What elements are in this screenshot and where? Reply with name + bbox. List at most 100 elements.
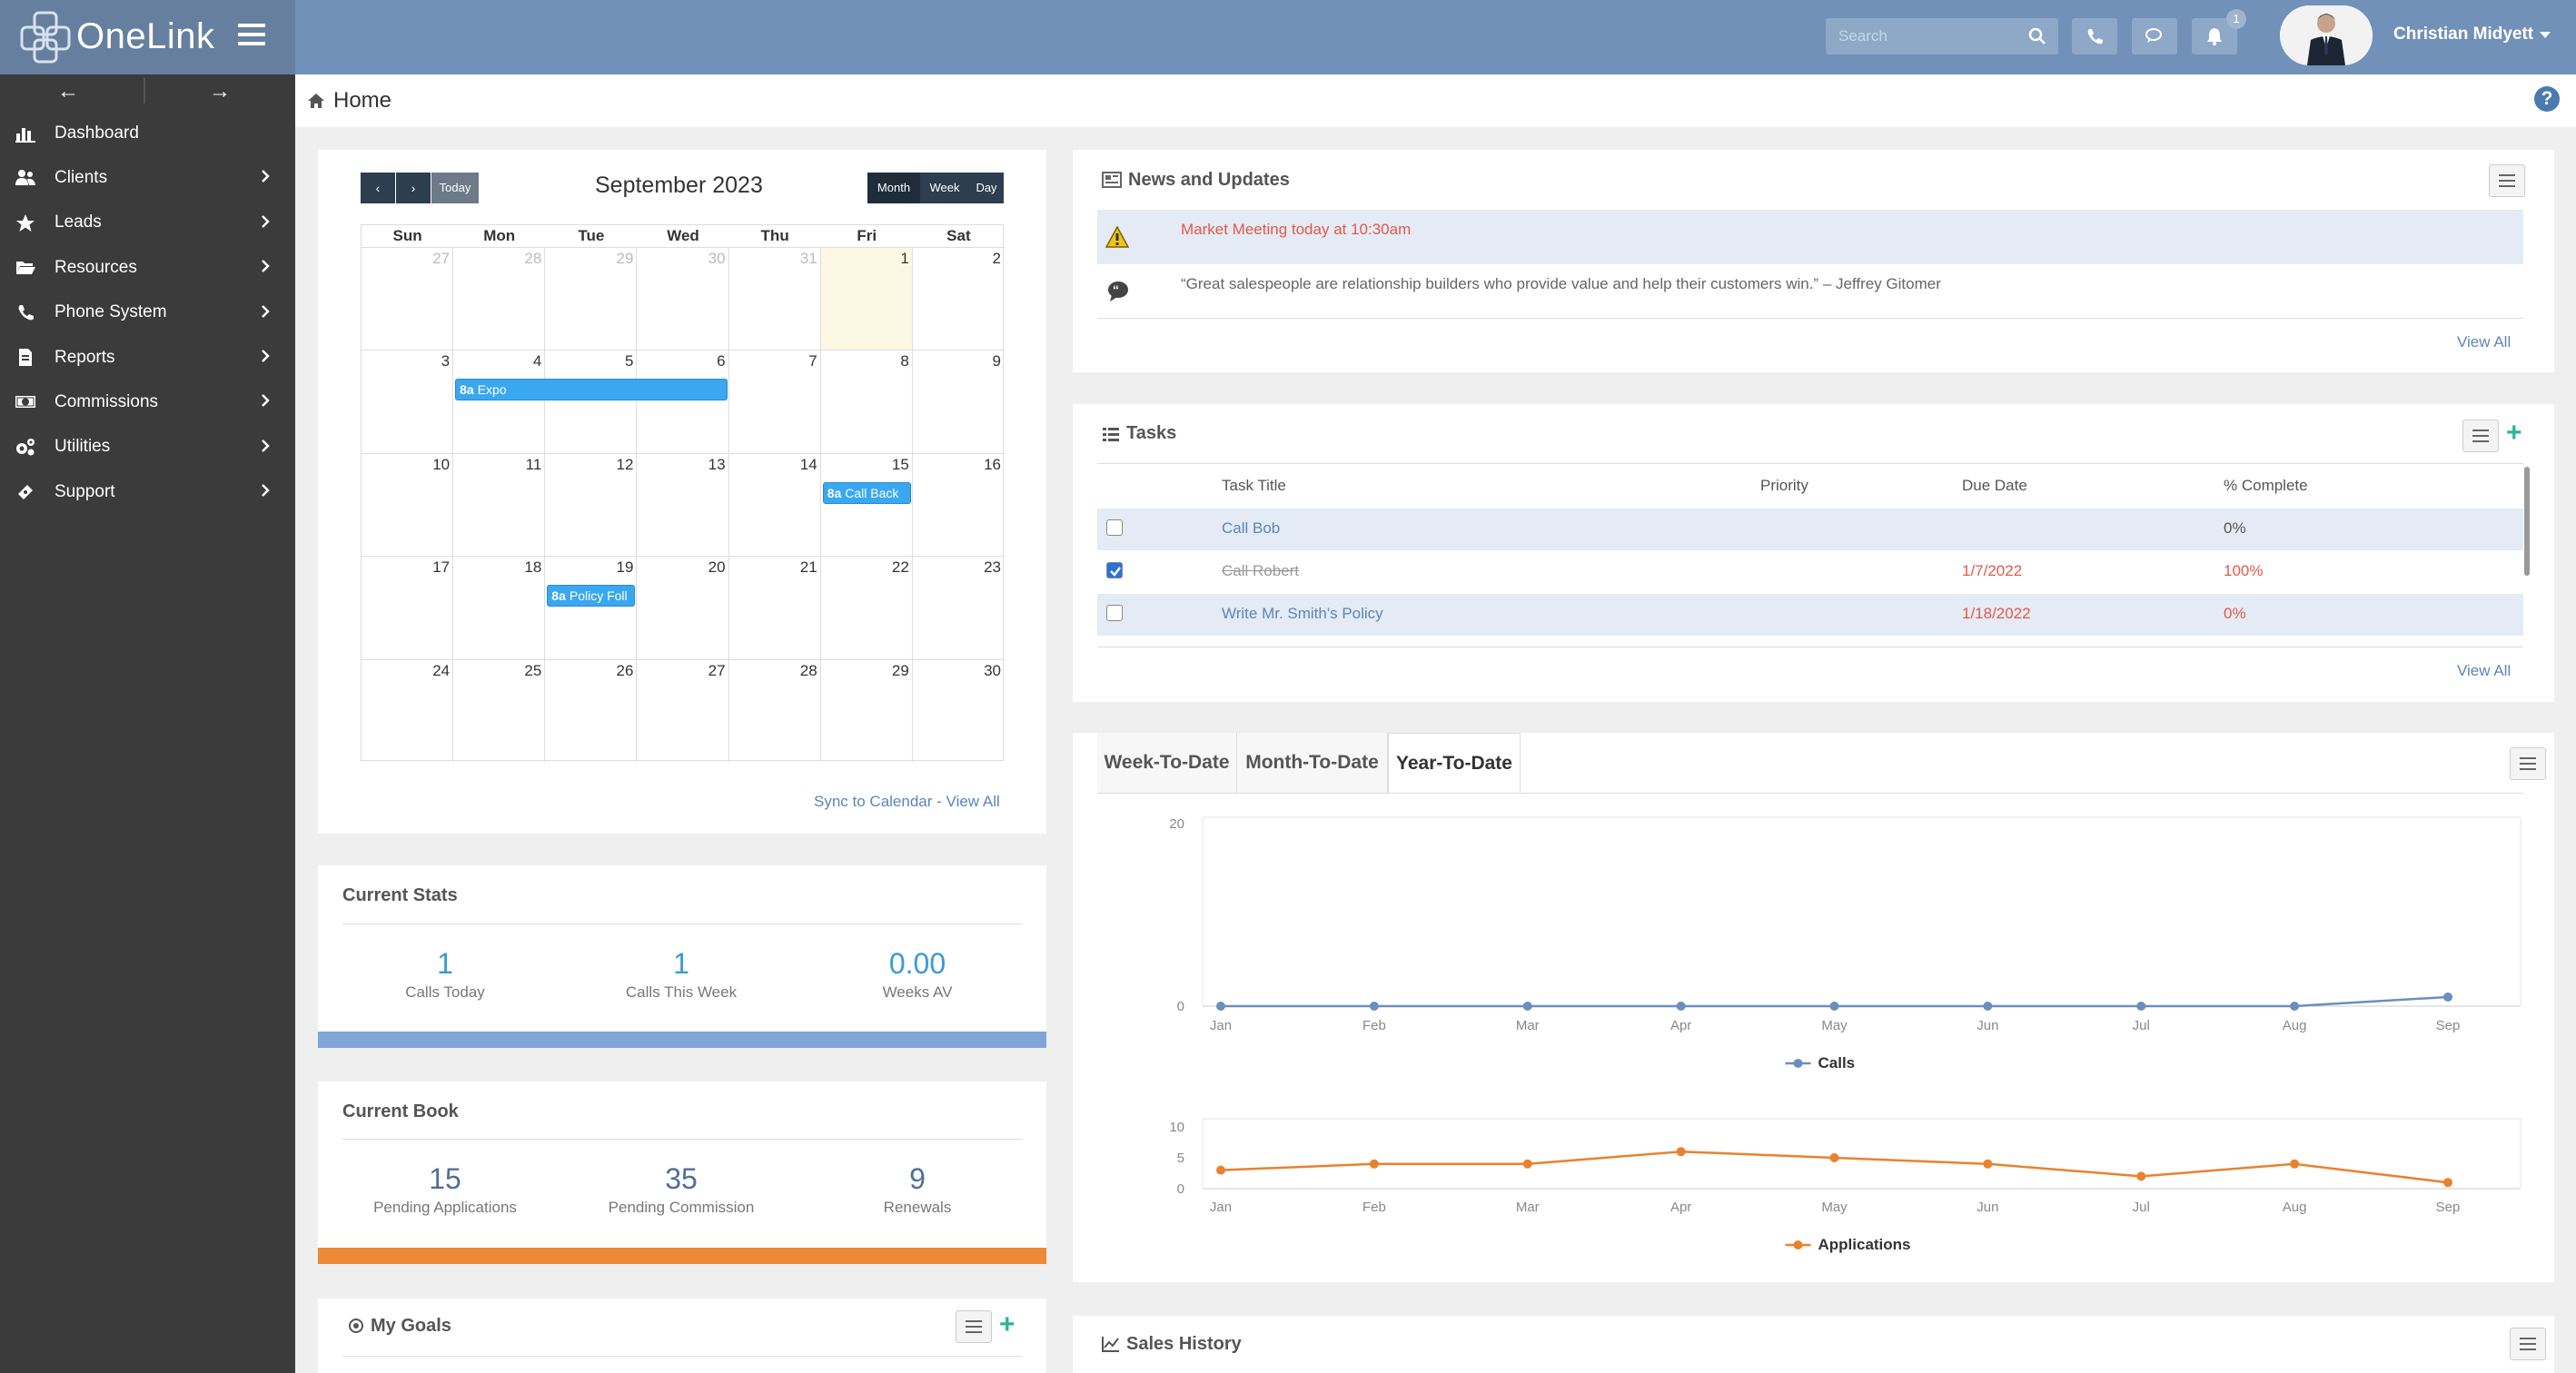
hamburger-menu-icon[interactable] [238,24,265,51]
table-row[interactable]: Call Bob 0% [1097,509,2523,550]
task-title-link[interactable]: Call Robert [1222,562,1300,579]
calendar-day-cell[interactable]: 24 [361,658,454,762]
data-point[interactable] [1522,1159,1532,1169]
data-point[interactable] [2443,1178,2452,1188]
chevron-right-icon[interactable] [260,259,271,273]
performance-menu-button[interactable] [2510,747,2546,780]
avatar[interactable] [2280,5,2373,65]
task-title-link[interactable]: Call Bob [1222,519,1281,537]
calendar-day-cell[interactable]: 22 [819,556,913,659]
calendar-day-cell[interactable]: 20 [636,556,729,659]
news-item[interactable]: Market Meeting today at 10:30am [1097,210,2523,264]
calendar-event[interactable]: 8a Expo [455,379,728,401]
data-point[interactable] [1676,1147,1686,1157]
data-point[interactable] [1829,1002,1839,1011]
calendar-day-cell[interactable]: 7 [728,350,821,453]
calendar-day-cell[interactable]: 17 [361,556,454,659]
sales-history-menu-button[interactable] [2510,1328,2546,1360]
calendar-day-cell[interactable]: 15 [819,452,913,557]
calendar-day-cell[interactable]: 9 [911,350,1005,453]
data-point[interactable] [1369,1159,1379,1169]
calendar-event[interactable]: 8a Call Back [822,481,911,504]
calendar-day-cell[interactable]: 12 [544,452,638,557]
chevron-right-icon[interactable] [260,214,271,229]
data-point[interactable] [1829,1153,1839,1162]
tab-year-to-date[interactable]: Year-To-Date [1388,733,1521,794]
chevron-right-icon[interactable] [260,393,271,408]
calendar-day-cell[interactable]: 21 [728,556,821,659]
back-arrow-icon[interactable]: ← [57,79,79,104]
data-point[interactable] [2136,1002,2146,1011]
data-point[interactable] [2290,1002,2300,1011]
view-month-button[interactable]: Month [867,173,920,203]
task-checkbox[interactable] [1106,562,1123,578]
task-column-header[interactable]: % Complete [2224,477,2308,494]
data-point[interactable] [1216,1002,1225,1011]
data-point[interactable] [2443,992,2452,1002]
calendar-day-cell[interactable]: 6 [636,350,729,453]
goals-menu-button[interactable] [956,1310,992,1343]
data-point[interactable] [1369,1002,1379,1011]
calendar-day-cell[interactable]: 31 [728,247,821,351]
data-point[interactable] [2290,1159,2300,1169]
table-row[interactable]: Call Robert 1/7/2022 100% [1097,551,2523,593]
calendar-day-cell[interactable]: 19 [544,556,638,659]
news-view-all-link[interactable]: View All [2457,333,2512,351]
calendar-day-cell[interactable]: 29 [544,247,638,351]
calendar-day-cell[interactable]: 25 [452,658,546,762]
sidebar-item-phone-system[interactable]: Phone System [0,291,295,335]
chevron-right-icon[interactable] [260,304,271,319]
tab-week-to-date[interactable]: Week-To-Date [1097,733,1237,793]
prev-month-button[interactable]: ‹ [361,173,395,203]
calendar-day-cell[interactable]: 26 [544,658,638,762]
view-day-button[interactable]: Day [969,173,1004,203]
chevron-right-icon[interactable] [260,349,271,363]
sidebar-item-reports[interactable]: Reports [0,335,295,380]
calendar-day-cell[interactable]: 14 [728,452,821,557]
view-week-button[interactable]: Week [920,173,969,203]
onelink-logo-icon[interactable] [20,11,73,64]
sidebar-item-clients[interactable]: Clients [0,155,295,200]
tasks-scrollbar[interactable] [2524,467,2530,576]
sidebar-item-support[interactable]: Support [0,469,295,514]
news-menu-button[interactable] [2489,164,2525,197]
legend-label[interactable]: Applications [1818,1236,1911,1253]
calendar-event[interactable]: 8a Policy Foll [547,585,636,607]
calendar-day-cell[interactable]: 28 [452,247,546,351]
calendar-day-cell[interactable]: 27 [361,247,454,351]
tab-month-to-date[interactable]: Month-To-Date [1237,733,1388,793]
calendar-day-cell[interactable]: 10 [361,452,454,557]
calendar-day-cell[interactable]: 16 [911,452,1005,557]
forward-arrow-icon[interactable]: → [209,79,231,104]
search-input[interactable]: Search [1838,27,1887,44]
next-month-button[interactable]: › [396,173,431,203]
table-row[interactable]: Write Mr. Smith's Policy 1/18/2022 0% [1097,594,2523,636]
sidebar-item-leads[interactable]: Leads [0,201,295,245]
calendar-day-cell[interactable]: 3 [361,350,454,453]
add-goal-button[interactable]: + [999,1309,1016,1339]
data-point[interactable] [1522,1002,1532,1011]
task-column-header[interactable]: Priority [1760,477,1808,494]
calendar-day-cell[interactable]: 18 [452,556,546,659]
data-point[interactable] [2136,1171,2146,1181]
user-name[interactable]: Christian Midyett [2393,25,2534,44]
chat-button[interactable] [2132,18,2177,54]
calendar-day-cell[interactable]: 23 [911,556,1005,659]
data-point[interactable] [1676,1002,1686,1011]
phone-button[interactable] [2072,18,2117,54]
data-point[interactable] [1983,1002,1993,1011]
calendar-day-cell[interactable]: 13 [636,452,729,557]
calendar-day-cell[interactable]: 27 [636,658,729,762]
task-checkbox[interactable] [1106,519,1123,536]
calendar-day-cell[interactable]: 2 [911,247,1005,351]
search-box[interactable]: Search [1826,18,2058,54]
task-checkbox[interactable] [1106,605,1123,621]
calendar-day-cell[interactable]: 30 [911,658,1005,762]
sync-calendar-link[interactable]: Sync to Calendar [814,793,933,810]
notifications-button[interactable] [2192,18,2237,54]
chevron-right-icon[interactable] [260,439,271,453]
today-button[interactable]: Today [431,173,479,203]
calendar-day-cell[interactable]: 30 [636,247,729,351]
sidebar-item-commissions[interactable]: Commissions [0,380,295,424]
caret-down-icon[interactable] [2540,32,2551,38]
